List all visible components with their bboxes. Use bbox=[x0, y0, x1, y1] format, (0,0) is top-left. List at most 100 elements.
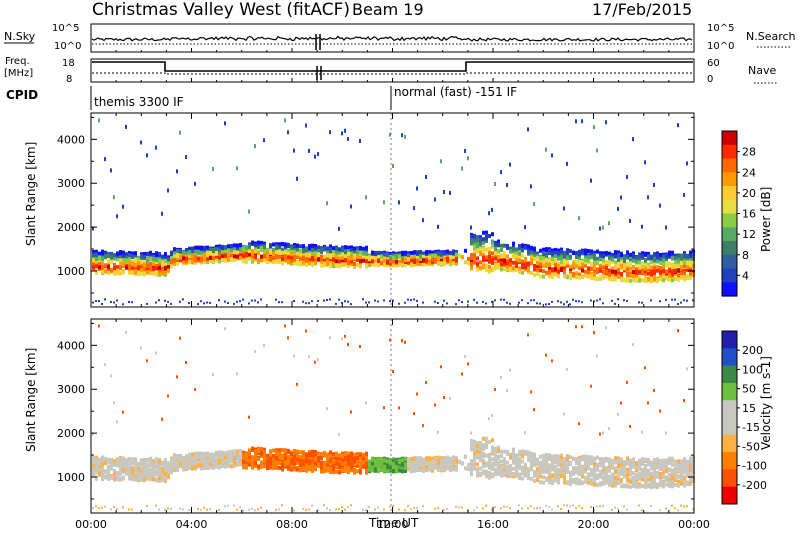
power-cell bbox=[620, 260, 623, 265]
velocity-cell bbox=[341, 337, 343, 341]
power-cell bbox=[212, 167, 214, 171]
power-cell bbox=[473, 241, 476, 246]
velocity-cell bbox=[299, 461, 302, 466]
power-cell bbox=[434, 197, 436, 202]
power-cell bbox=[245, 251, 248, 256]
power-cell bbox=[248, 209, 250, 214]
power-cell bbox=[365, 247, 368, 252]
power-cell bbox=[662, 254, 665, 259]
power-cell bbox=[407, 298, 409, 301]
power-cell bbox=[557, 300, 559, 303]
power-cell bbox=[668, 271, 671, 275]
power-cell bbox=[134, 270, 137, 275]
power-cell bbox=[671, 264, 674, 269]
power-cell bbox=[677, 123, 679, 128]
power-cell bbox=[653, 266, 656, 271]
velocity-cell bbox=[410, 462, 413, 467]
power-cell bbox=[188, 249, 191, 254]
power-cell bbox=[278, 245, 281, 250]
power-cell bbox=[491, 239, 494, 244]
power-cell bbox=[647, 262, 650, 267]
power-cell bbox=[506, 301, 508, 304]
velocity-cell bbox=[182, 456, 185, 461]
power-cell bbox=[518, 301, 520, 304]
velocity-cell bbox=[146, 505, 148, 508]
power-cell bbox=[230, 248, 233, 253]
power-cell bbox=[314, 244, 317, 248]
velocity-cell bbox=[188, 455, 191, 460]
power-cell bbox=[533, 202, 535, 207]
power-cell bbox=[191, 246, 194, 251]
velocity-cell bbox=[155, 351, 157, 355]
power-cell bbox=[467, 261, 470, 266]
velocity-cell bbox=[386, 469, 389, 474]
power-cell bbox=[593, 253, 596, 258]
velocity-cell bbox=[245, 457, 248, 462]
power-cell bbox=[473, 238, 476, 243]
velocity-cell bbox=[158, 478, 161, 483]
velocity-cell bbox=[407, 505, 409, 508]
velocity-cell bbox=[344, 460, 347, 465]
power-cell bbox=[611, 277, 614, 282]
power-cell bbox=[359, 247, 362, 252]
power-cell bbox=[158, 299, 160, 302]
power-cell bbox=[680, 301, 682, 304]
power-cell bbox=[434, 254, 437, 258]
power-cell bbox=[146, 266, 149, 271]
velocity-cell bbox=[281, 456, 284, 461]
power-cell bbox=[542, 269, 545, 274]
power-cell bbox=[416, 250, 419, 255]
velocity-cell bbox=[236, 456, 239, 461]
power-cell bbox=[260, 257, 263, 262]
power-cell bbox=[578, 260, 581, 264]
power-cell bbox=[491, 243, 494, 248]
power-cell bbox=[491, 258, 494, 263]
power-cell bbox=[644, 266, 647, 271]
power-cell bbox=[233, 247, 236, 252]
power-cell bbox=[218, 259, 221, 264]
power-cell bbox=[92, 262, 95, 267]
power-cell bbox=[335, 259, 338, 264]
noise-trace bbox=[91, 34, 693, 50]
velocity-cell bbox=[482, 458, 485, 463]
power-cell bbox=[476, 267, 479, 272]
velocity-cell bbox=[278, 461, 281, 465]
velocity-cell bbox=[116, 477, 119, 482]
power-cell bbox=[140, 267, 143, 272]
power-cell bbox=[566, 161, 568, 166]
power-cell bbox=[383, 299, 385, 302]
power-cell bbox=[638, 252, 641, 257]
power-cell bbox=[641, 271, 644, 276]
velocity-cell bbox=[218, 465, 221, 470]
velocity-cell bbox=[122, 460, 125, 465]
velocity-cell bbox=[269, 462, 272, 467]
nave-tick-high: 60 bbox=[707, 58, 720, 69]
velocity-cell bbox=[344, 464, 347, 469]
power-cell bbox=[155, 263, 158, 268]
power-cell bbox=[134, 257, 137, 262]
velocity-cell bbox=[212, 462, 215, 467]
power-cell bbox=[539, 256, 542, 261]
power-cell bbox=[290, 256, 293, 261]
power-cell bbox=[392, 259, 395, 264]
power-cell bbox=[137, 257, 140, 262]
power-cell bbox=[530, 257, 533, 262]
velocity-cell bbox=[299, 458, 302, 463]
velocity-cell bbox=[149, 473, 152, 478]
power-cell bbox=[593, 272, 596, 277]
power-cell bbox=[542, 247, 545, 252]
velocity-cell bbox=[305, 329, 307, 333]
velocity-cell bbox=[242, 450, 245, 455]
power-cell bbox=[623, 254, 626, 259]
power-cell bbox=[275, 250, 278, 255]
velocity-cell bbox=[212, 373, 214, 376]
velocity-cell bbox=[344, 508, 346, 511]
power-cell bbox=[557, 261, 560, 266]
velocity-cell bbox=[110, 459, 113, 464]
velocity-cell bbox=[440, 456, 443, 461]
velocity-cell bbox=[344, 451, 347, 456]
power-cell bbox=[644, 258, 647, 262]
power-cell bbox=[611, 257, 614, 262]
velocity-cell bbox=[341, 506, 343, 509]
velocity-cell bbox=[449, 465, 452, 470]
